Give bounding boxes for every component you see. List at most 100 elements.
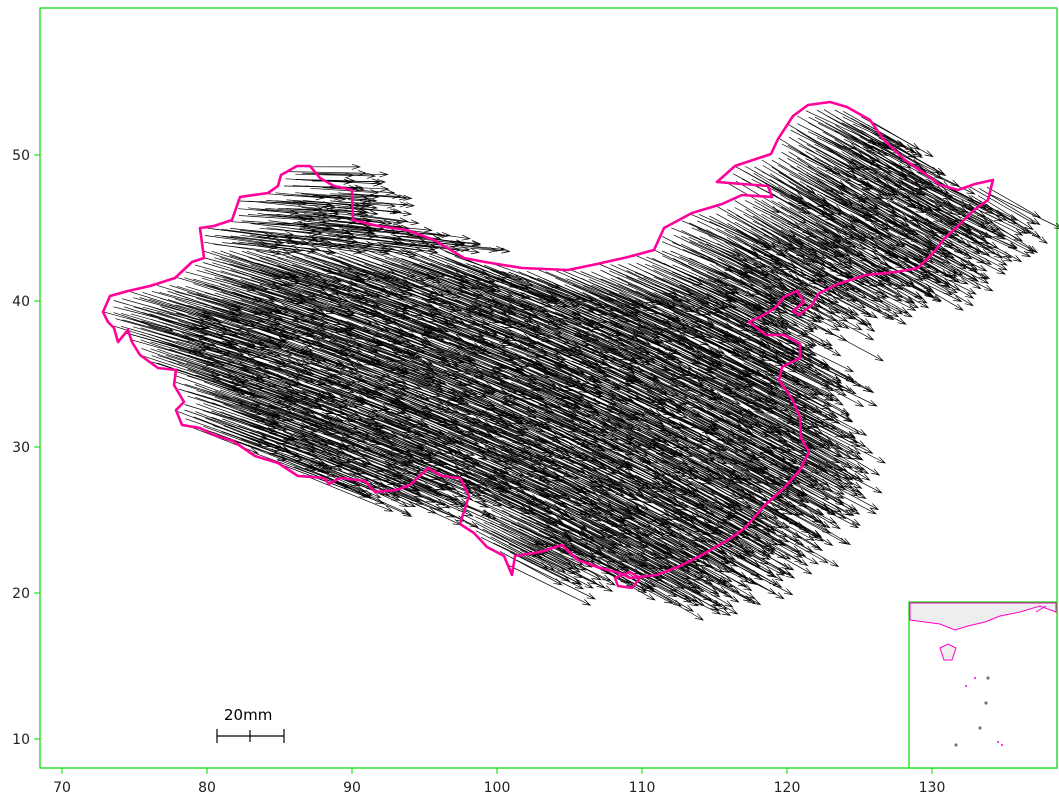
- wind-arrow: [787, 339, 855, 373]
- y-tick-label: 30: [12, 440, 30, 456]
- wind-arrow: [302, 474, 394, 512]
- wind-arrow: [861, 207, 920, 236]
- wind-arrow: [961, 215, 1035, 255]
- wind-arrow: [861, 241, 924, 282]
- wind-arrow: [869, 270, 925, 300]
- wind-arrow: [454, 410, 542, 446]
- wind-arrow: [507, 564, 592, 606]
- wind-arrow: [958, 222, 1032, 258]
- wind-arrow: [222, 298, 301, 323]
- wind-arrow: [571, 269, 656, 304]
- wind-arrow: [760, 501, 834, 546]
- wind-arrow: [660, 572, 728, 611]
- wind-arrow: [465, 425, 544, 462]
- wind-arrow: [706, 508, 773, 549]
- wind-arrow: [796, 355, 873, 393]
- hainan-border: [613, 570, 642, 590]
- wind-arrow: [923, 222, 991, 256]
- wind-arrow: [736, 509, 805, 546]
- wind-arrow: [293, 228, 355, 237]
- wind-arrow: [769, 381, 836, 417]
- wind-arrow: [779, 298, 841, 331]
- wind-arrow: [949, 199, 1024, 236]
- y-tick-label: 10: [12, 732, 30, 748]
- wind-arrow: [932, 243, 988, 272]
- wind-arrow: [880, 249, 941, 284]
- wind-arrow: [752, 465, 843, 513]
- wind-arrow: [841, 278, 913, 318]
- wind-arrow: [679, 557, 757, 605]
- wind-arrow: [347, 199, 416, 208]
- wind-arrow: [852, 172, 915, 202]
- wind-arrow: [771, 479, 837, 515]
- wind-arrow: [780, 411, 862, 455]
- wind-arrow: [654, 556, 720, 595]
- wind-arrow: [375, 472, 466, 508]
- wind-arrow: [716, 536, 787, 575]
- wind-arrow: [805, 452, 883, 494]
- wind-arrow: [394, 486, 480, 528]
- wind-arrow: [502, 542, 583, 586]
- wind-arrow: [761, 159, 816, 194]
- wind-arrow: [969, 186, 1037, 225]
- wind-arrow: [436, 312, 511, 341]
- wind-arrow: [789, 403, 857, 439]
- wind-arrow: [510, 551, 585, 590]
- wind-arrow: [655, 572, 720, 612]
- wind-arrow: [277, 229, 354, 241]
- wind-arrow: [509, 486, 577, 521]
- wind-arrow: [673, 545, 753, 592]
- wind-arrow: [754, 508, 821, 549]
- china-border: [101, 100, 995, 580]
- wind-arrow: [761, 292, 818, 322]
- wind-arrow: [410, 339, 497, 378]
- wind-arrow: [770, 305, 848, 342]
- wind-arrow: [716, 543, 784, 582]
- wind-arrow: [364, 458, 447, 491]
- wind-arrow: [903, 263, 974, 307]
- wind-arrow: [573, 500, 643, 539]
- wind-arrow: [889, 152, 960, 187]
- wind-arrow: [798, 438, 871, 481]
- wind-arrow: [753, 312, 818, 347]
- wind-arrow: [240, 234, 297, 245]
- wind-arrow: [670, 551, 741, 594]
- y-tick-label: 20: [12, 586, 30, 602]
- wind-arrow: [988, 193, 1059, 229]
- wind-arrow: [816, 292, 873, 326]
- wind-arrow: [454, 458, 525, 489]
- wind-arrow: [777, 346, 843, 384]
- wind-arrow: [394, 424, 463, 454]
- wind-arrow: [781, 389, 868, 436]
- wind-arrow: [825, 271, 884, 303]
- wind-arrow: [727, 523, 792, 560]
- wind-arrow: [778, 360, 865, 408]
- wind-arrow: [741, 500, 816, 542]
- wind-arrow: [796, 465, 880, 511]
- wind-arrow: [896, 270, 964, 311]
- wind-arrow: [673, 444, 744, 484]
- wind-arrow: [790, 411, 874, 454]
- wind-arrow: [319, 178, 387, 185]
- wind-arrow: [806, 298, 863, 331]
- wind-arrow: [589, 291, 675, 330]
- wind-arrow: [120, 325, 207, 352]
- wind-arrow: [437, 242, 511, 254]
- wind-arrow: [320, 207, 379, 217]
- wind-arrow: [853, 278, 917, 312]
- wind-arrow: [831, 285, 907, 325]
- wind-arrow: [564, 305, 652, 345]
- x-tick-label: 90: [343, 780, 361, 796]
- wind-arrow: [195, 354, 265, 379]
- south-china-sea-inset: [908, 601, 1058, 769]
- x-tick-label: 110: [629, 780, 656, 796]
- wind-arrow: [778, 368, 844, 406]
- wind-arrow: [564, 403, 635, 440]
- wind-arrow: [743, 522, 819, 565]
- wind-arrow: [761, 381, 841, 424]
- wind-arrow: [923, 228, 993, 266]
- wind-arrow: [825, 166, 885, 200]
- wind-arrow: [768, 368, 851, 415]
- wind-arrow: [535, 551, 606, 589]
- wind-arrow: [589, 480, 673, 521]
